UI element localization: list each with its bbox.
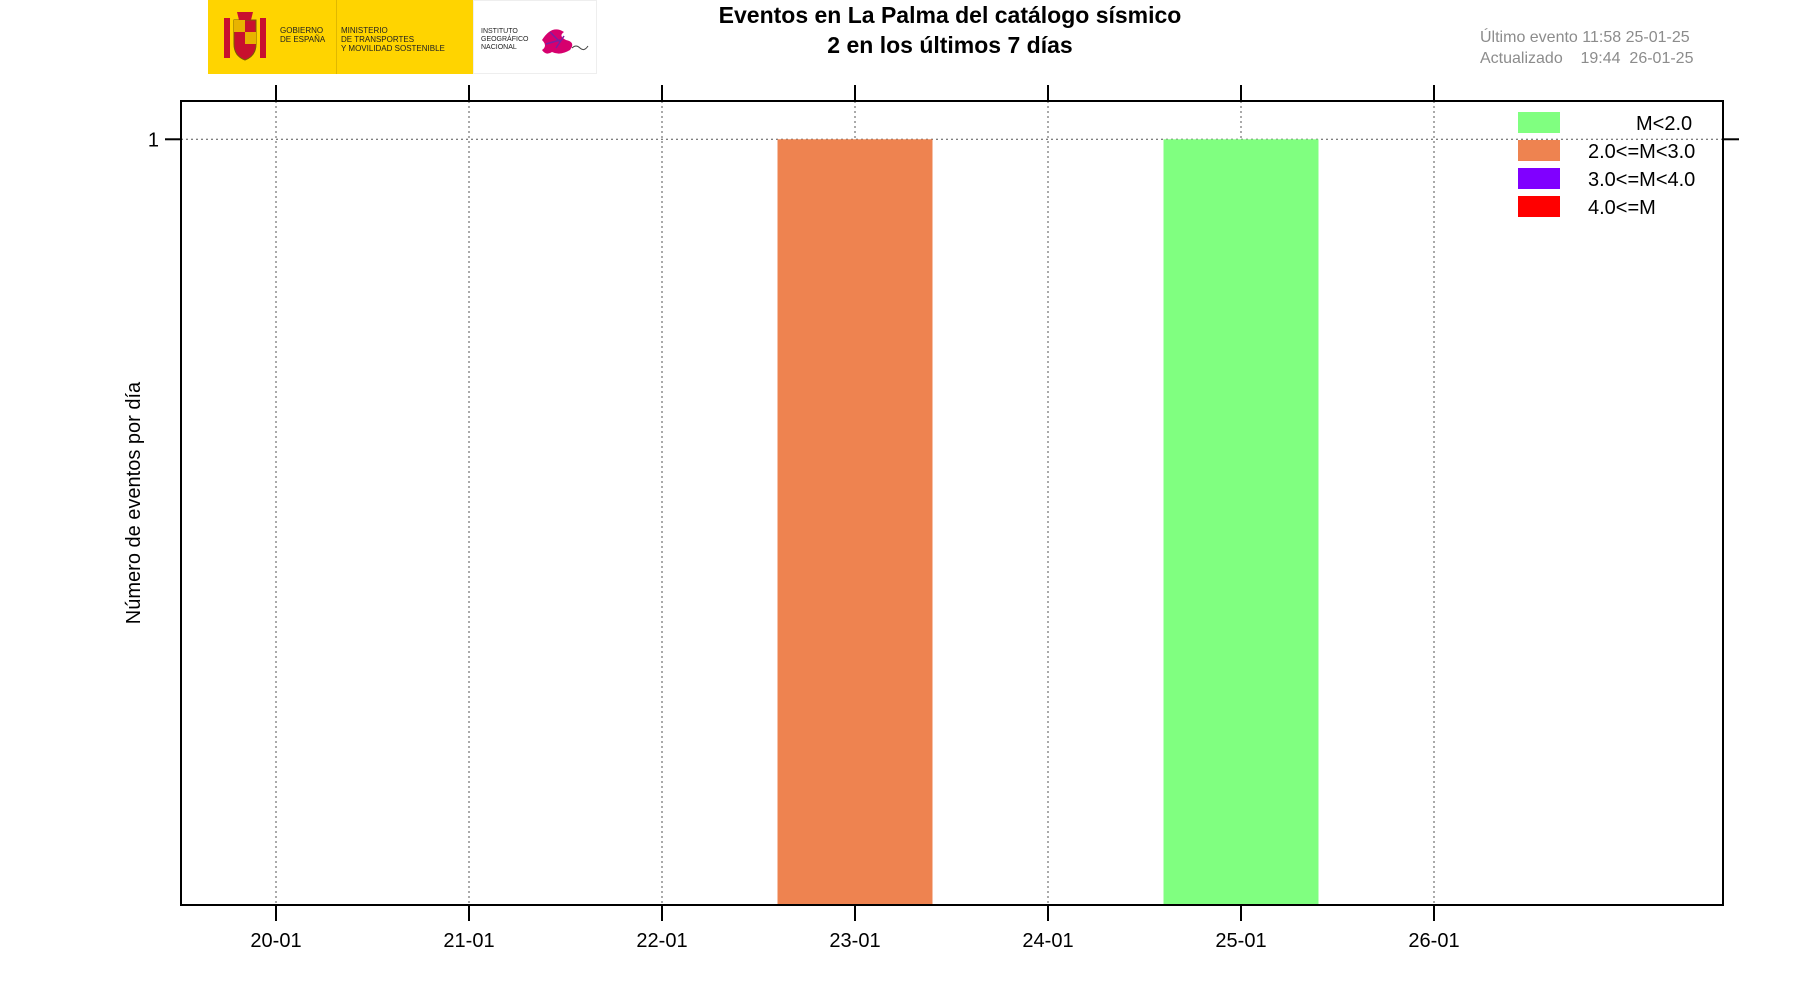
institution-logo: GOBIERNO DE ESPAÑA MINISTERIO DE TRANSPO… [208, 0, 597, 74]
x-tick-label: 24-01 [1022, 930, 1073, 952]
y-axis-label: Número de eventos por día [123, 381, 145, 624]
x-tick-label: 20-01 [250, 930, 301, 952]
legend-swatch [1518, 168, 1560, 189]
chart-title: Eventos en La Palma del catálogo sísmico… [600, 0, 1300, 60]
legend-label: 3.0<=M<4.0 [1588, 169, 1695, 191]
grid-lines [181, 101, 1723, 905]
ministry-label: MINISTERIO DE TRANSPORTES Y MOVILIDAD SO… [341, 26, 445, 53]
legend-swatch [1518, 140, 1560, 161]
x-tick-label: 21-01 [443, 930, 494, 952]
update-info: Último evento 11:58 25-01-25 Actualizado… [1480, 27, 1780, 69]
legend-swatch [1518, 112, 1560, 133]
coat-of-arms-icon [224, 12, 266, 61]
x-axis: 20-01 21-01 22-01 23-01 24-01 25-01 26-01 [250, 85, 1460, 952]
x-tick-label: 26-01 [1408, 930, 1459, 952]
x-tick-label: 22-01 [636, 930, 687, 952]
title-line-2: 2 en los últimos 7 días [827, 32, 1073, 58]
x-tick-label: 25-01 [1215, 930, 1266, 952]
ign-emblem-icon [542, 29, 589, 54]
legend: M<2.0 2.0<=M<3.0 3.0<=M<4.0 4.0<=M [1518, 112, 1695, 219]
last-event-label: Último evento 11:58 25-01-25 [1480, 29, 1690, 46]
legend-label: M<2.0 [1636, 113, 1692, 135]
title-line-1: Eventos en La Palma del catálogo sísmico [718, 2, 1182, 28]
plot-frame [180, 100, 1724, 906]
x-tick-label: 23-01 [829, 930, 880, 952]
legend-label: 2.0<=M<3.0 [1588, 141, 1695, 163]
legend-label: 4.0<=M [1588, 197, 1656, 219]
y-tick-label: 1 [148, 129, 159, 151]
legend-swatch [1518, 196, 1560, 217]
y-axis: 1 [148, 129, 1739, 151]
bar [1163, 139, 1319, 906]
government-label: GOBIERNO DE ESPAÑA [280, 26, 326, 44]
updated-label: Actualizado 19:44 26-01-25 [1480, 50, 1694, 67]
bar [777, 139, 933, 906]
institute-label: INSTITUTO GEOGRÁFICO NACIONAL [481, 28, 529, 51]
bars [777, 139, 1319, 906]
